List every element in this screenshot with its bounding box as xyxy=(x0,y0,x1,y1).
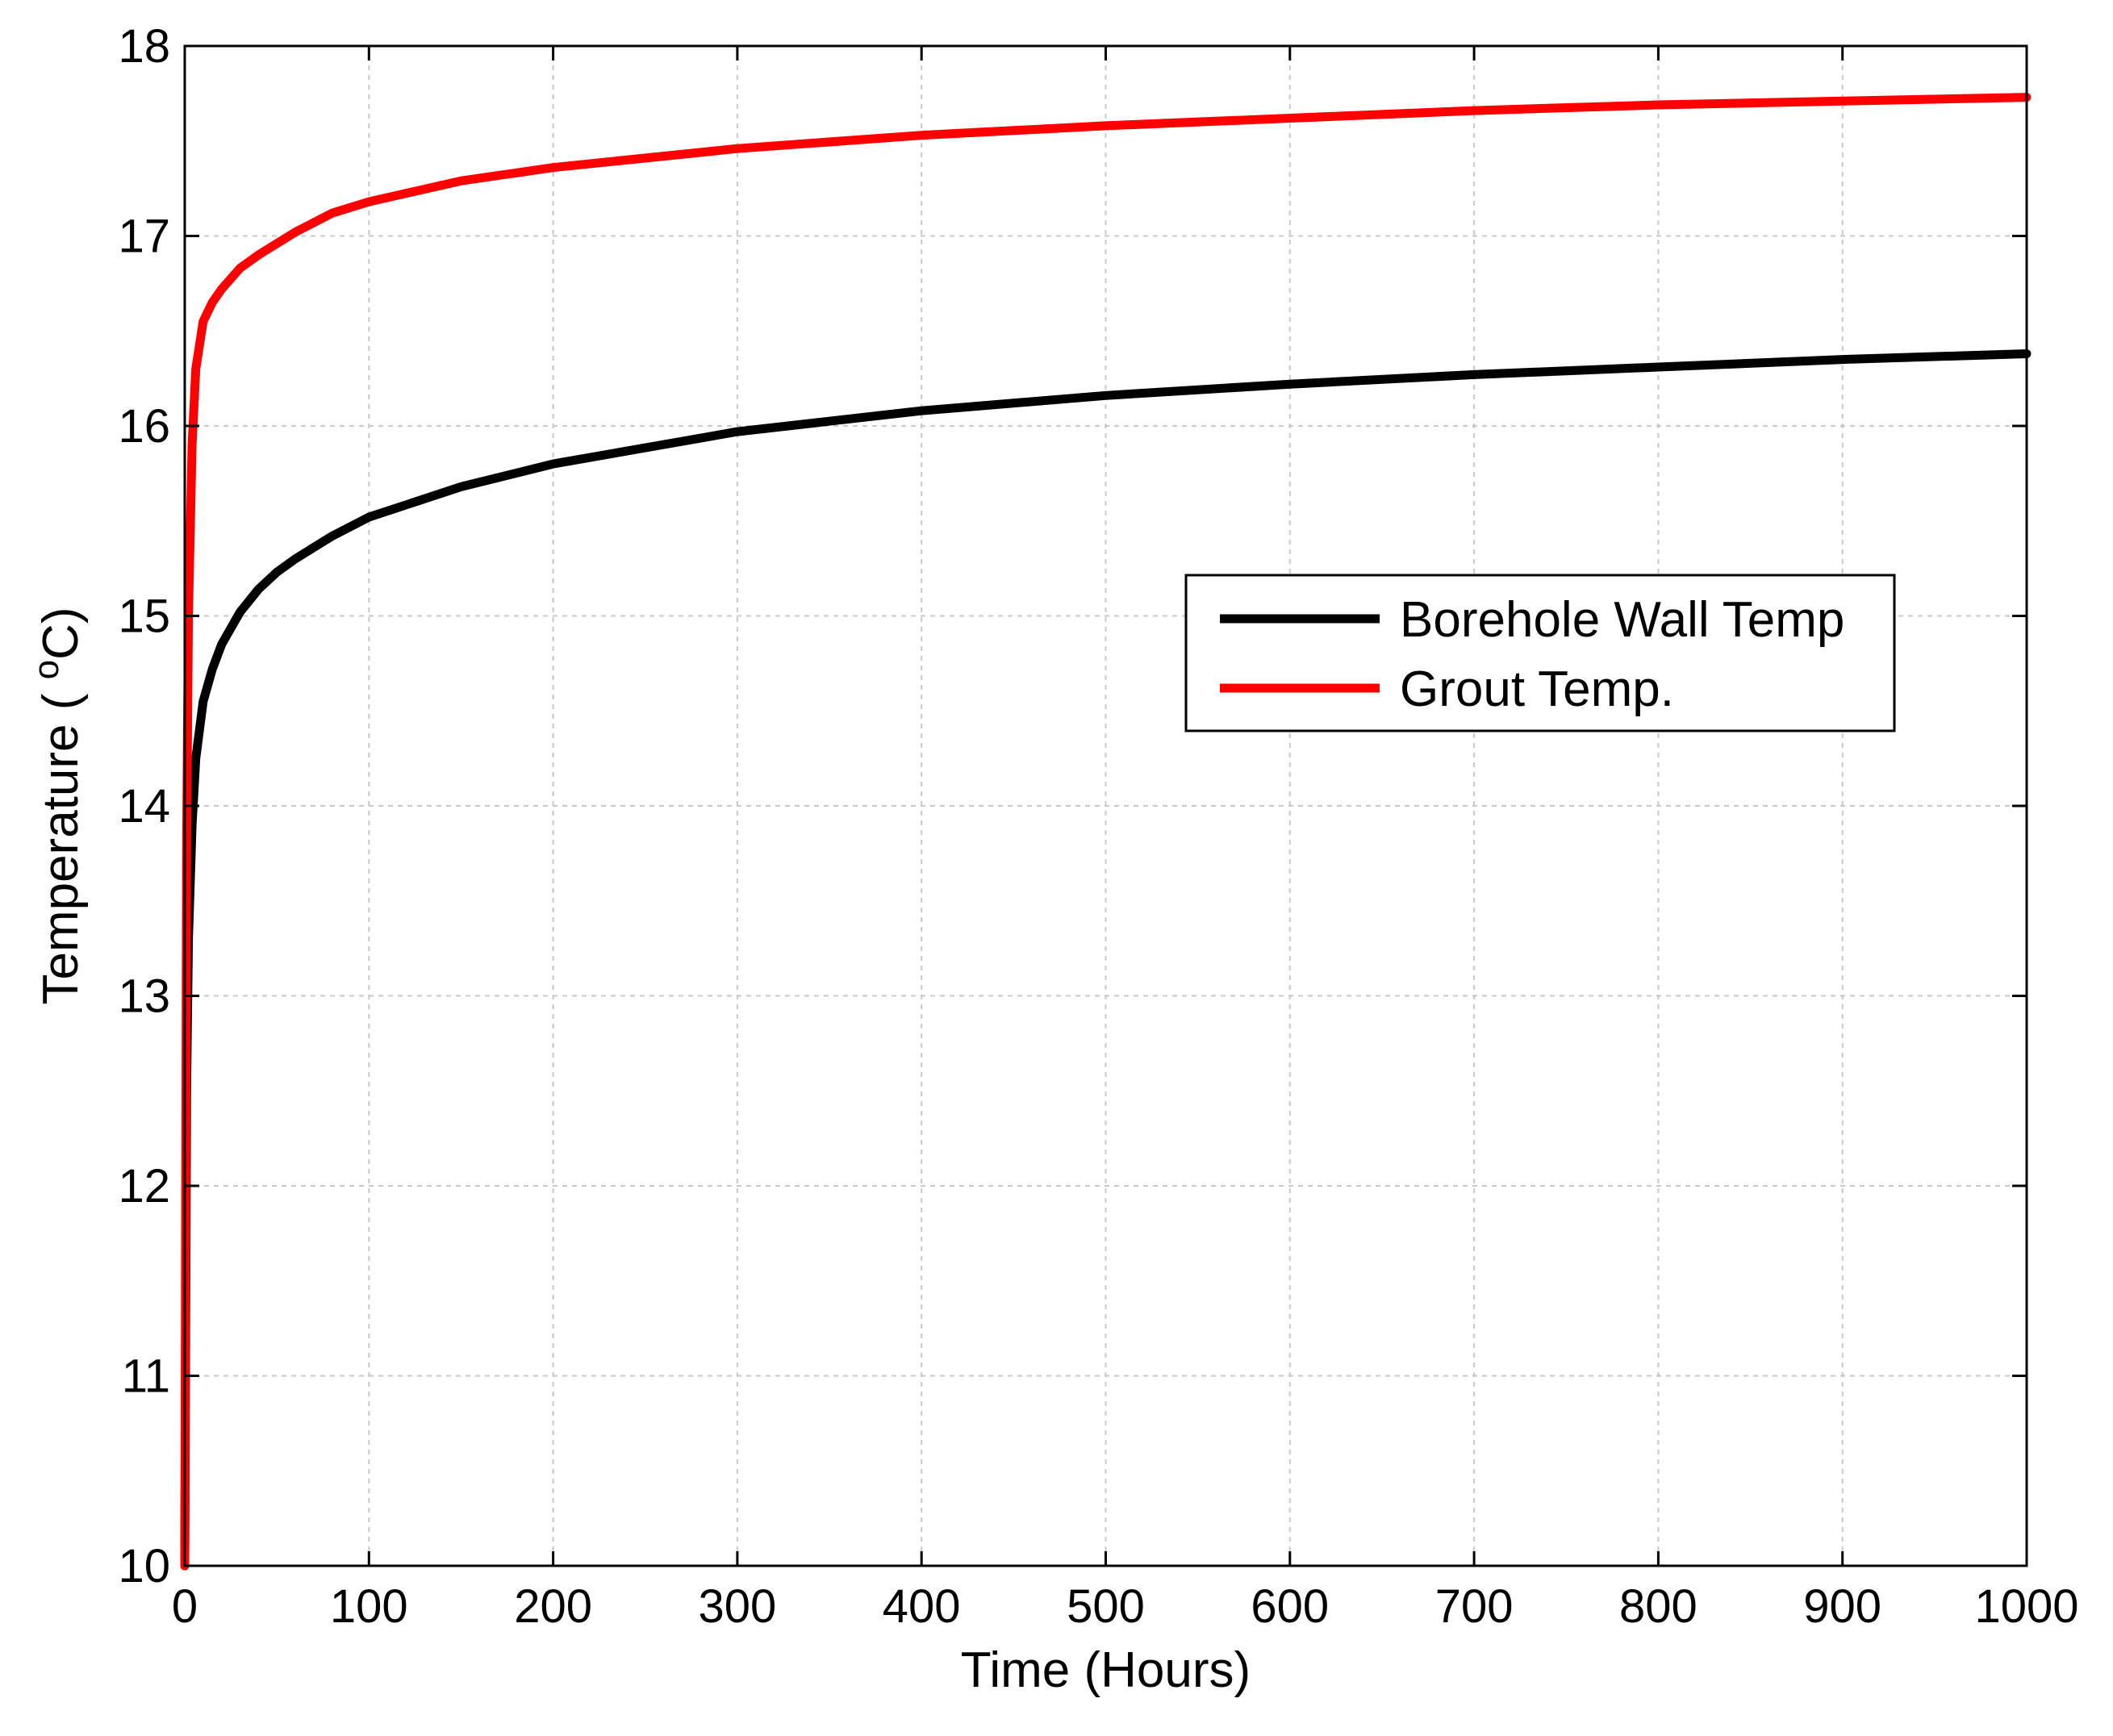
y-axis-title-prefix: Temperature ( xyxy=(33,679,89,1004)
y-tick-label: 12 xyxy=(118,1160,170,1212)
legend: Borehole Wall Temp Grout Temp. xyxy=(1184,574,1896,732)
y-tick-label: 11 xyxy=(122,1350,170,1403)
series-line-borehole-wall-temp xyxy=(180,349,2032,1571)
x-axis-title: Time (Hours) xyxy=(961,1642,1251,1698)
x-tick-label: 800 xyxy=(1619,1580,1697,1633)
y-tick-label: 16 xyxy=(118,400,170,453)
series-lines xyxy=(180,93,2032,1571)
x-tick-label: 200 xyxy=(514,1580,592,1633)
y-tick-label: 17 xyxy=(118,211,170,263)
series-line-grout-temp xyxy=(180,93,2032,1571)
y-tick-label: 15 xyxy=(118,590,170,643)
x-tick-label: 300 xyxy=(699,1580,777,1633)
legend-label-grout-temp: Grout Temp. xyxy=(1400,661,1674,717)
legend-box xyxy=(1184,574,1896,732)
y-tick-label: 10 xyxy=(118,1540,170,1592)
y-axis-title-degree: o xyxy=(27,660,66,679)
y-tick-label: 13 xyxy=(118,970,170,1023)
x-tick-label: 600 xyxy=(1251,1580,1329,1633)
y-axis-title: Temperature ( oC) xyxy=(27,607,89,1004)
y-tick-labels: 10 11 12 13 14 15 16 17 18 xyxy=(118,20,170,1592)
x-tick-label: 400 xyxy=(883,1580,961,1633)
x-tick-label: 100 xyxy=(330,1580,408,1633)
grid-lines xyxy=(185,46,2027,1566)
y-axis-title-suffix: C) xyxy=(33,607,89,659)
x-tick-label: 700 xyxy=(1435,1580,1514,1633)
x-tick-label: 0 xyxy=(172,1580,198,1633)
y-tick-label: 18 xyxy=(118,20,170,73)
x-tick-label: 900 xyxy=(1803,1580,1881,1633)
legend-label-borehole-wall-temp: Borehole Wall Temp xyxy=(1400,592,1844,648)
x-tick-labels: 0 100 200 300 400 500 600 700 800 900 1000 xyxy=(172,1580,2079,1633)
x-tick-label: 500 xyxy=(1067,1580,1145,1633)
axis-ticks xyxy=(183,44,2028,1567)
x-tick-label: 1000 xyxy=(1974,1580,2078,1633)
y-tick-label: 14 xyxy=(118,780,170,833)
